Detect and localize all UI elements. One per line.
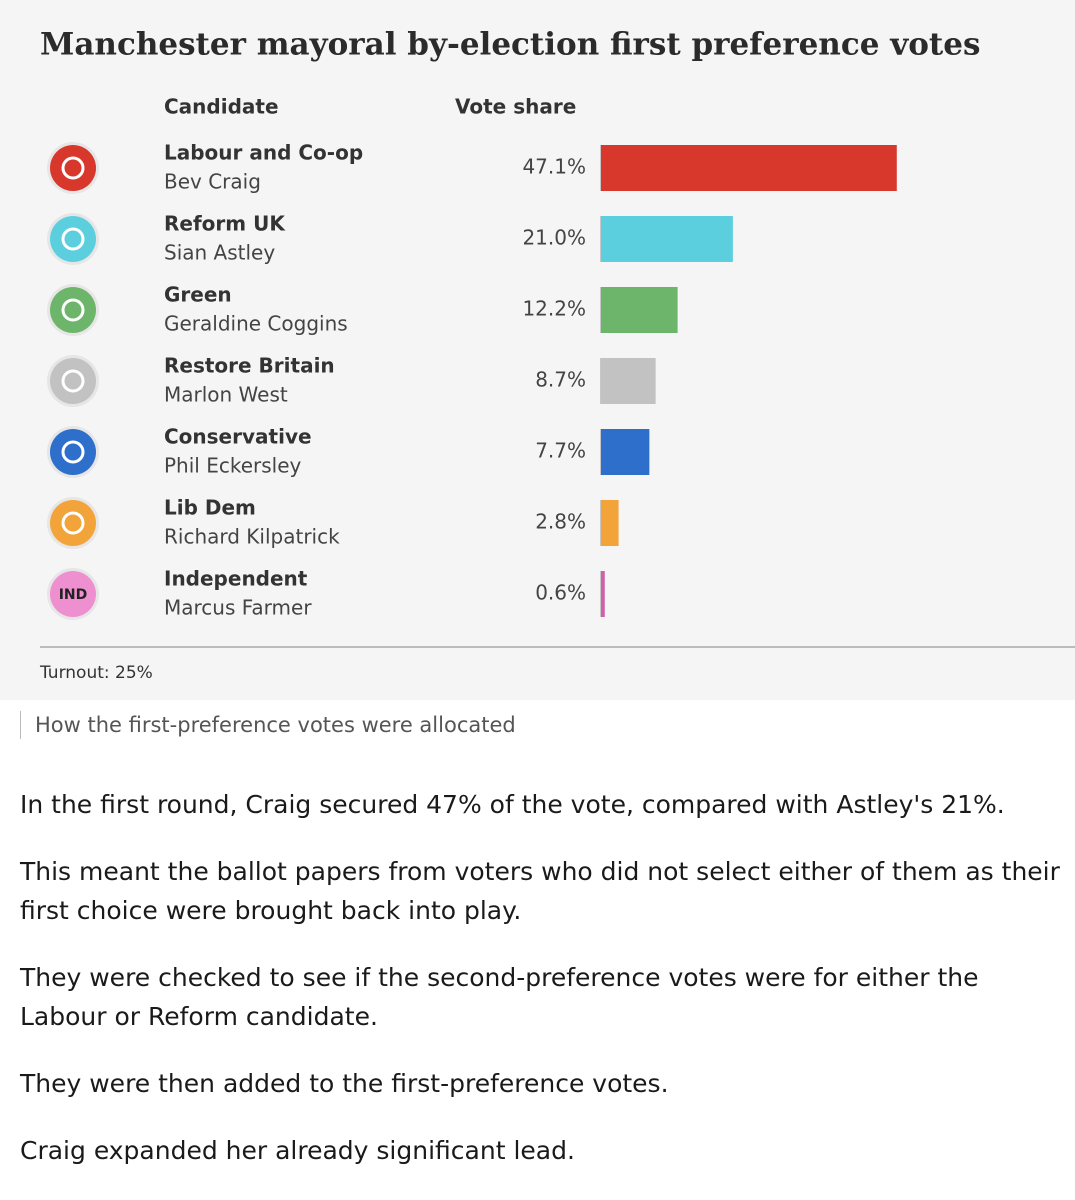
candidate-name: Bev Craig <box>164 170 261 194</box>
candidate-name: Phil Eckersley <box>164 454 302 478</box>
bar <box>601 571 605 617</box>
paragraph: In the first round, Craig secured 47% of… <box>20 790 1005 819</box>
party-name: Reform UK <box>164 212 286 236</box>
icon-symbol <box>61 440 85 464</box>
bar <box>601 358 656 404</box>
party-name: Green <box>164 283 232 307</box>
icon-symbol <box>61 298 85 322</box>
bar <box>601 145 897 191</box>
candidate-name: Sian Astley <box>164 241 275 265</box>
party-icon <box>50 429 96 475</box>
party-name: Independent <box>164 567 308 591</box>
value-label: 47.1% <box>522 155 586 179</box>
bar <box>601 429 650 475</box>
paragraph: Craig expanded her already significant l… <box>20 1136 575 1165</box>
bar <box>601 216 733 262</box>
column-header: Candidate <box>164 95 279 119</box>
candidate-name: Geraldine Coggins <box>164 312 348 336</box>
party-icon <box>50 287 96 333</box>
party-icon <box>50 500 96 546</box>
value-label: 8.7% <box>535 368 586 392</box>
party-name: Lib Dem <box>164 496 256 520</box>
footnote: Turnout: 25% <box>39 663 153 683</box>
chart: Manchester mayoral by-election first pre… <box>39 26 1075 683</box>
value-label: 21.0% <box>522 226 586 250</box>
icon-symbol <box>61 156 85 180</box>
value-label: 7.7% <box>535 439 586 463</box>
candidate-name: Richard Kilpatrick <box>164 525 340 549</box>
paragraph: They were then added to the first-prefer… <box>20 1069 669 1098</box>
value-label: 2.8% <box>535 510 586 534</box>
paragraph: This meant the ballot papers from voters… <box>20 857 1060 925</box>
party-icon <box>50 216 96 262</box>
icon-symbol <box>61 369 85 393</box>
candidate-name: Marlon West <box>164 383 288 407</box>
paragraph: They were checked to see if the second-p… <box>20 963 979 1031</box>
icon-label: IND <box>59 587 88 603</box>
article: How the first-preference votes were allo… <box>20 700 1060 1198</box>
icon-symbol <box>61 227 85 251</box>
party-icon <box>50 145 96 191</box>
chart-title: Manchester mayoral by-election first pre… <box>40 27 980 63</box>
column-header: Vote share <box>455 95 576 119</box>
caption: How the first-preference votes were allo… <box>20 711 1060 739</box>
party-icon <box>50 358 96 404</box>
party-icon <box>50 571 96 617</box>
party-name: Conservative <box>164 425 312 449</box>
party-name: Labour and Co-op <box>164 141 363 165</box>
value-label: 12.2% <box>522 297 586 321</box>
bar <box>601 287 678 333</box>
candidate-name: Marcus Farmer <box>164 596 312 620</box>
icon-symbol <box>61 511 85 535</box>
bar <box>601 500 619 546</box>
party-name: Restore Britain <box>164 354 335 378</box>
value-label: 0.6% <box>535 581 586 605</box>
